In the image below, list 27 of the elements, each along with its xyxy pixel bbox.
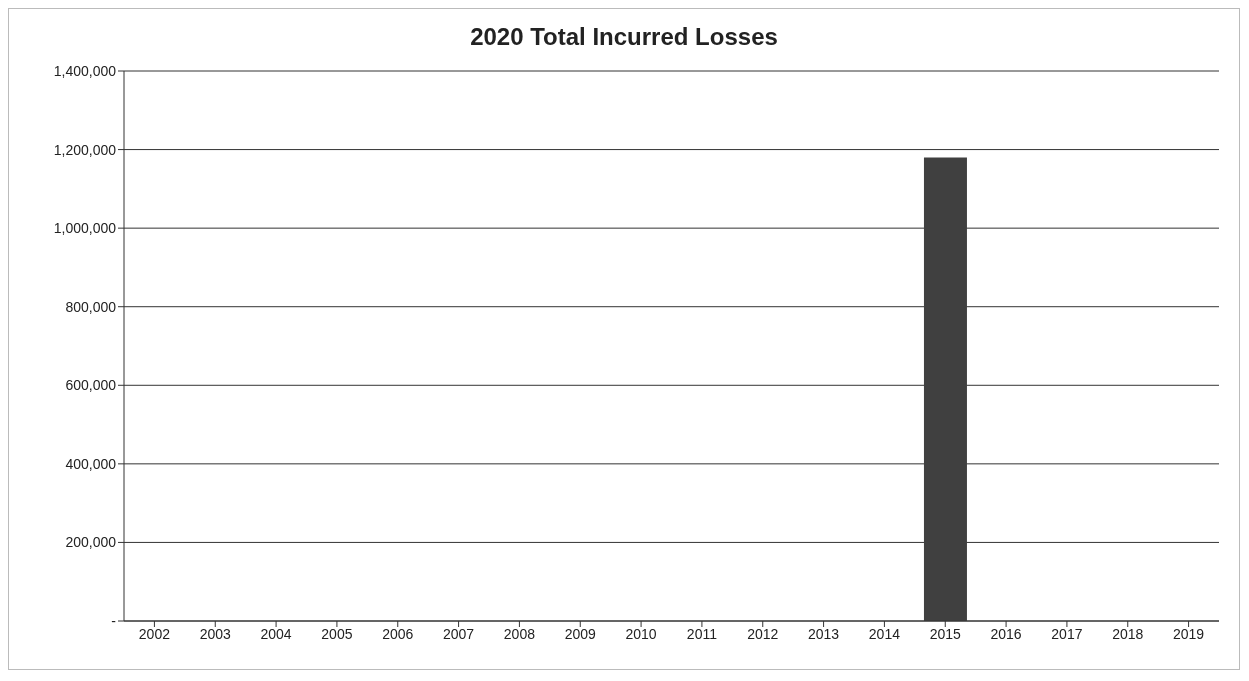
x-tick-label: 2011 [686, 625, 718, 642]
x-tick-label: 2015 [929, 625, 962, 642]
x-tick-label: 2009 [564, 625, 597, 642]
y-tick-label: 1,400,000 [53, 62, 117, 79]
x-tick-label: 2019 [1173, 625, 1205, 642]
x-tick-label: 2002 [138, 625, 171, 642]
y-tick-label: 600,000 [65, 377, 117, 394]
y-tick-label: 800,000 [65, 298, 117, 315]
chart-title: 2020 Total Incurred Losses [469, 22, 779, 51]
x-tick-label: 2014 [868, 625, 901, 642]
y-tick-label: 400,000 [65, 455, 117, 472]
x-tick-label: 2017 [1051, 625, 1083, 642]
y-tick-label: 1,000,000 [53, 220, 117, 237]
y-tick-label: 1,200,000 [53, 141, 117, 158]
x-tick-label: 2016 [990, 625, 1022, 642]
x-tick-label: 2008 [503, 625, 536, 642]
y-tick-label: - [111, 612, 117, 629]
x-tick-label: 2013 [808, 625, 840, 642]
x-tick-label: 2018 [1112, 625, 1144, 642]
y-tick-label: 200,000 [65, 534, 117, 551]
x-tick-label: 2003 [199, 625, 232, 642]
x-tick-label: 2012 [747, 625, 779, 642]
x-tick-label: 2007 [443, 625, 475, 642]
x-tick-label: 2010 [625, 625, 657, 642]
x-tick-label: 2005 [321, 625, 353, 642]
x-tick-label: 2006 [382, 625, 414, 642]
x-tick-label: 2004 [260, 625, 292, 642]
